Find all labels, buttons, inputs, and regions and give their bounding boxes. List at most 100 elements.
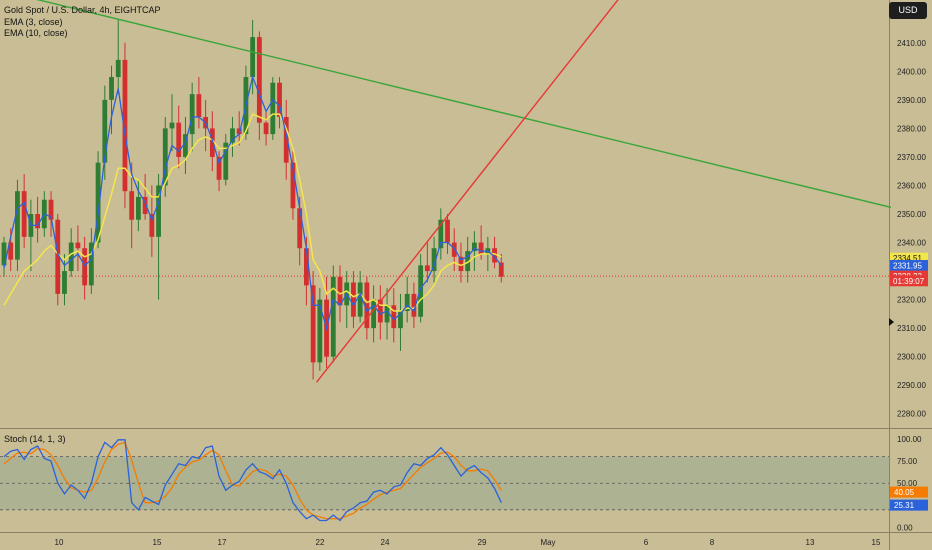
- ema3-legend: EMA (3, close): [4, 17, 63, 27]
- price-tick-label: 2400.00: [897, 67, 926, 76]
- candle-body: [317, 299, 323, 363]
- price-tick-label: 2310.00: [897, 324, 926, 333]
- candle-body: [478, 242, 484, 254]
- candle-body: [122, 59, 128, 192]
- candle-body: [256, 37, 262, 123]
- candle-body: [75, 242, 81, 249]
- price-tick-label: 2410.00: [897, 39, 926, 48]
- stoch-label-text: 25.31: [894, 501, 915, 510]
- candle-body: [156, 185, 161, 237]
- candle-body: [277, 82, 282, 117]
- price-tick-label: 2370.00: [897, 153, 926, 162]
- candle-body: [263, 122, 269, 135]
- candle-body: [162, 128, 168, 186]
- candle-body: [82, 248, 88, 286]
- candle-body: [438, 219, 444, 249]
- time-tick-label: 29: [478, 538, 487, 547]
- candle-body: [102, 99, 108, 163]
- candle-body: [1, 242, 7, 266]
- axis-marker-icon: [889, 318, 894, 326]
- support-trendline: [315, 0, 619, 383]
- price-tick-label: 2290.00: [897, 381, 926, 390]
- candle-body: [236, 128, 242, 135]
- candle-body: [176, 122, 182, 157]
- candle-body: [290, 162, 296, 209]
- time-tick-label: May: [540, 538, 555, 547]
- stoch-label-text: 40.05: [894, 488, 915, 497]
- candle-body: [115, 59, 121, 78]
- price-tick-label: 2350.00: [897, 210, 926, 219]
- candle-body: [8, 242, 14, 260]
- candle-body: [169, 122, 175, 129]
- candle-body: [492, 248, 497, 263]
- candle-body: [270, 82, 276, 135]
- candle-body: [230, 128, 235, 143]
- candle-body: [48, 199, 54, 220]
- time-tick-label: 10: [55, 538, 64, 547]
- candle-body: [472, 242, 477, 252]
- candle-body: [384, 305, 390, 323]
- candle-body: [183, 134, 188, 157]
- candle-body: [498, 262, 504, 277]
- candle-body: [431, 248, 437, 272]
- candle-body: [371, 299, 376, 329]
- time-tick-label: 6: [644, 538, 649, 547]
- candle-body: [398, 311, 403, 329]
- stoch-tick-label: 75.00: [897, 457, 918, 466]
- time-tick-label: 13: [806, 538, 815, 547]
- candle-body: [95, 162, 101, 243]
- price-tick-label: 2340.00: [897, 239, 926, 248]
- stoch-tick-label: 100.00: [897, 435, 922, 444]
- price-label-box: [890, 260, 928, 272]
- candle-body: [216, 156, 222, 180]
- candle-body: [310, 285, 316, 363]
- ema3-line: [3, 74, 502, 331]
- time-tick-label: 22: [316, 538, 325, 547]
- time-tick-label: 24: [381, 538, 390, 547]
- candle-body: [142, 196, 148, 214]
- ema10-legend: EMA (10, close): [4, 28, 68, 38]
- candle-body: [445, 219, 450, 243]
- candle-body: [297, 208, 303, 249]
- time-tick-label: 17: [218, 538, 227, 547]
- candle-body: [15, 191, 20, 260]
- price-label-text: 2334.51: [893, 254, 922, 263]
- candle-body: [377, 299, 383, 323]
- candle-body: [337, 276, 343, 306]
- candle-body: [283, 116, 289, 163]
- currency-button[interactable]: USD: [889, 2, 927, 19]
- candle-body: [351, 282, 356, 317]
- price-tick-label: 2390.00: [897, 96, 926, 105]
- ema10-line: [3, 113, 502, 312]
- candle-body: [330, 276, 336, 357]
- stoch-legend: Stoch (14, 1, 3): [4, 434, 66, 444]
- price-label-text: 2331.95: [893, 262, 922, 271]
- candle-body: [196, 94, 202, 117]
- candle-body: [304, 248, 309, 286]
- candle-body: [364, 282, 370, 329]
- candle-body: [411, 293, 417, 317]
- stoch-tick-label: 0.00: [897, 524, 913, 533]
- price-label-box: [890, 275, 928, 287]
- price-label-text: 01:39:07: [893, 277, 925, 286]
- candle-body: [451, 242, 457, 257]
- time-tick-label: 15: [872, 538, 881, 547]
- candle-body: [68, 242, 74, 272]
- candle-body: [149, 214, 155, 237]
- candle-body: [465, 251, 471, 272]
- candle-body: [391, 305, 397, 329]
- candle-body: [88, 242, 94, 286]
- candle-body: [424, 265, 430, 272]
- candle-body: [223, 142, 229, 180]
- time-tick-label: 15: [153, 538, 162, 547]
- stoch-label-box: [890, 499, 928, 511]
- stoch-k-line: [3, 439, 502, 522]
- candle-body: [458, 256, 464, 272]
- candle-body: [209, 128, 215, 157]
- candle-body: [136, 196, 141, 220]
- candle-body: [35, 214, 40, 229]
- price-tick-label: 2280.00: [897, 410, 926, 419]
- stoch-label-box: [890, 486, 928, 498]
